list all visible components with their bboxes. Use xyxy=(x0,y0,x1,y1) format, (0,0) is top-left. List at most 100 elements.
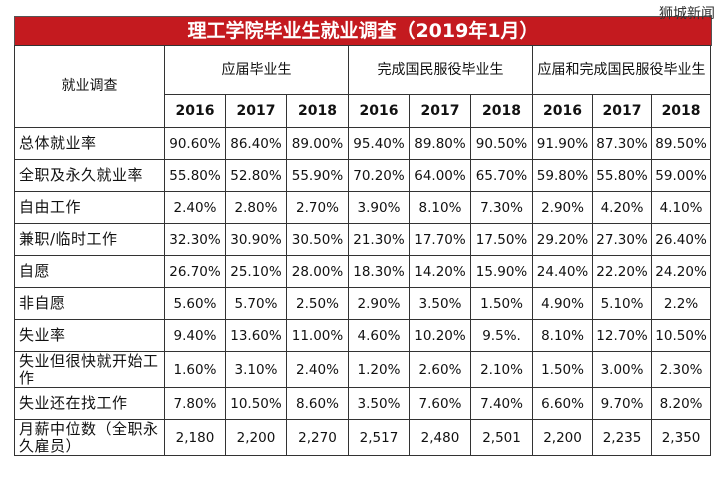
table-cell: 55.90% xyxy=(286,159,349,192)
table-row: 月薪中位数（全职永久雇员） 2,180 2,200 2,270 2,517 2,480 2,… xyxy=(14,419,712,456)
table-cell: 24.20% xyxy=(651,255,712,288)
table-cell: 17.70% xyxy=(409,223,471,256)
table-cell: 8.60% xyxy=(286,387,349,420)
table-cell: 2,235 xyxy=(592,419,653,456)
group-header-combined: 应届和完成国民服役毕业生 xyxy=(532,45,712,95)
table-cell: 7.80% xyxy=(164,387,226,420)
table-cell: 7.60% xyxy=(409,387,471,420)
table-cell: 1.50% xyxy=(532,351,594,388)
table-cell: 52.80% xyxy=(225,159,287,192)
table-cell: 6.60% xyxy=(532,387,594,420)
year-header-row: 2016 2017 2018 2016 2017 2018 2016 2017 … xyxy=(15,94,712,128)
year-header: 2018 xyxy=(286,94,349,128)
year-header: 2017 xyxy=(592,94,653,128)
row-label: 自愿 xyxy=(14,255,165,288)
year-header: 2016 xyxy=(348,94,410,128)
year-header: 2018 xyxy=(651,94,712,128)
table-title: 理工学院毕业生就业调查（2019年1月） xyxy=(14,16,712,46)
table-cell: 4.60% xyxy=(348,319,410,352)
table-cell: 26.40% xyxy=(651,223,712,256)
table-cell: 4.90% xyxy=(532,287,594,320)
row-label: 失业还在找工作 xyxy=(14,387,165,420)
table-row: 总体就业率 90.60% 86.40% 89.00% 95.40% 89.80% 90.50… xyxy=(14,127,712,160)
table-cell: 2.60% xyxy=(409,351,471,388)
table-cell: 8.10% xyxy=(532,319,594,352)
table-cell: 2,180 xyxy=(164,419,226,456)
table-cell: 2,501 xyxy=(469,419,534,456)
table-row: 失业还在找工作 7.80% 10.50% 8.60% 3.50% 7.60% 7.40% 6.… xyxy=(14,387,712,420)
table-row: 失业率 9.40% 13.60% 11.00% 4.60% 10.20% 9.5%. 8.10… xyxy=(14,319,712,352)
table-cell: 30.50% xyxy=(286,223,349,256)
row-label: 失业但很快就开始工作 xyxy=(14,351,165,388)
table-cell: 24.40% xyxy=(532,255,594,288)
table-cell: 2,200 xyxy=(225,419,287,456)
table-cell: 9.5%. xyxy=(469,319,534,352)
table-cell: 95.40% xyxy=(348,127,410,160)
table-cell: 59.00% xyxy=(651,159,712,192)
year-header: 2018 xyxy=(469,94,534,128)
table-cell: 14.20% xyxy=(409,255,471,288)
table-cell: 2.40% xyxy=(286,351,349,388)
table-cell: 2.90% xyxy=(348,287,410,320)
table-cell: 17.50% xyxy=(469,223,534,256)
table-row: 自愿 26.70% 25.10% 28.00% 18.30% 14.20% 15.90% 24… xyxy=(14,255,712,288)
table-cell: 2.30% xyxy=(651,351,712,388)
table-cell: 2.70% xyxy=(286,191,349,224)
table-cell: 3.50% xyxy=(409,287,471,320)
table-cell: 9.70% xyxy=(592,387,653,420)
table-cell: 65.70% xyxy=(469,159,534,192)
table-cell: 3.90% xyxy=(348,191,410,224)
table-cell: 2,517 xyxy=(348,419,410,456)
year-header: 2016 xyxy=(164,94,226,128)
table-cell: 15.90% xyxy=(469,255,534,288)
table-cell: 89.50% xyxy=(651,127,712,160)
table-cell: 4.20% xyxy=(592,191,653,224)
table-cell: 90.50% xyxy=(469,127,534,160)
table-cell: 26.70% xyxy=(164,255,226,288)
table-cell: 70.20% xyxy=(348,159,410,192)
row-label: 全职及永久就业率 xyxy=(14,159,165,192)
table-cell: 89.00% xyxy=(286,127,349,160)
table-cell: 2.50% xyxy=(286,287,349,320)
table-cell: 59.80% xyxy=(532,159,594,192)
table-cell: 13.60% xyxy=(225,319,287,352)
table-cell: 2.80% xyxy=(225,191,287,224)
group-header-ns: 完成国民服役毕业生 xyxy=(347,45,534,95)
table-cell: 29.20% xyxy=(532,223,594,256)
table-cell: 2.10% xyxy=(469,351,534,388)
table-cell: 10.50% xyxy=(225,387,287,420)
year-header: 2017 xyxy=(225,94,287,128)
table-cell: 9.40% xyxy=(164,319,226,352)
table-cell: 3.00% xyxy=(592,351,653,388)
year-header: 2016 xyxy=(532,94,594,128)
table-row: 非自愿 5.60% 5.70% 2.50% 2.90% 3.50% 1.50% 4.90% 5.… xyxy=(14,287,712,320)
table-cell: 89.80% xyxy=(409,127,471,160)
table-cell: 3.50% xyxy=(348,387,410,420)
table-row: 全职及永久就业率 55.80% 52.80% 55.90% 70.20% 64.00% 65… xyxy=(14,159,712,192)
corner-label: 就业调查 xyxy=(14,45,165,128)
table-cell: 27.30% xyxy=(592,223,653,256)
group-header-fresh: 应届毕业生 xyxy=(164,45,349,95)
table-cell: 21.30% xyxy=(348,223,410,256)
table-cell: 1.20% xyxy=(348,351,410,388)
table-cell: 87.30% xyxy=(592,127,653,160)
table-cell: 2,350 xyxy=(651,419,712,456)
table-cell: 10.50% xyxy=(651,319,712,352)
table-cell: 2,480 xyxy=(409,419,471,456)
year-header: 2017 xyxy=(409,94,471,128)
table-cell: 25.10% xyxy=(225,255,287,288)
table-cell: 91.90% xyxy=(532,127,594,160)
table-cell: 5.60% xyxy=(164,287,226,320)
table-cell: 2,270 xyxy=(286,419,349,456)
table-cell: 2.40% xyxy=(164,191,226,224)
table-cell: 2.90% xyxy=(532,191,594,224)
table-cell: 5.70% xyxy=(225,287,287,320)
table-row: 自由工作 2.40% 2.80% 2.70% 3.90% 8.10% 7.30% 2.90% 4… xyxy=(14,191,712,224)
table-cell: 10.20% xyxy=(409,319,471,352)
table-cell: 90.60% xyxy=(164,127,226,160)
table-cell: 4.10% xyxy=(651,191,712,224)
table-cell: 8.20% xyxy=(651,387,712,420)
table-cell: 11.00% xyxy=(286,319,349,352)
table-cell: 2.2% xyxy=(651,287,712,320)
table-cell: 32.30% xyxy=(164,223,226,256)
